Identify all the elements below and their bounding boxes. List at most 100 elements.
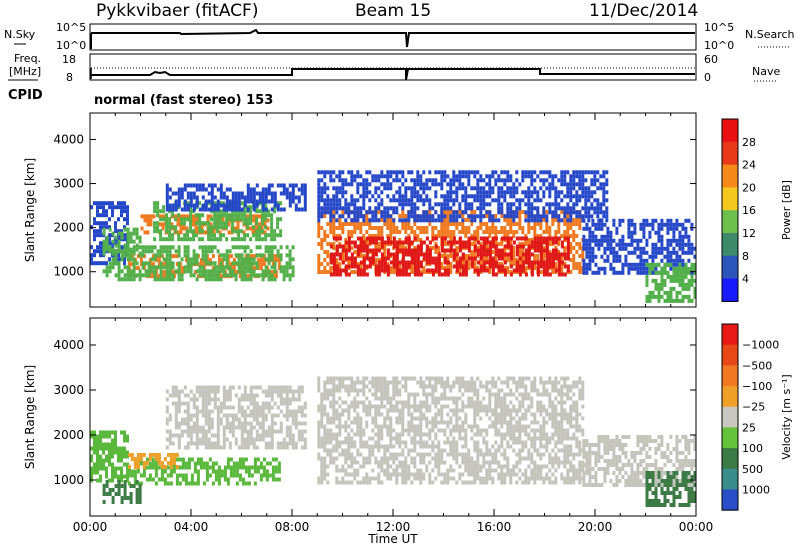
velocity-cell [261, 409, 265, 414]
power-cell [690, 246, 694, 251]
power-cell [105, 239, 109, 244]
power-cell [386, 252, 390, 257]
power-cell [578, 270, 582, 274]
power-cell [207, 261, 211, 266]
power-cell [273, 209, 277, 214]
power-cell [566, 230, 570, 234]
power-cell [105, 247, 109, 252]
power-cell [374, 264, 378, 269]
velocity-cell [165, 429, 169, 434]
velocity-cell [291, 433, 295, 438]
power-cell [533, 190, 537, 195]
power-cell [575, 170, 579, 175]
power-cell [509, 230, 513, 234]
power-cell [663, 298, 667, 303]
velocity-cell [102, 442, 105, 447]
power-cell [548, 170, 552, 175]
power-cell [264, 205, 268, 210]
power-cell [660, 274, 664, 279]
power-cell [186, 217, 190, 222]
power-cell [374, 236, 378, 241]
power-cell [461, 198, 465, 203]
power-cell [413, 264, 417, 269]
power-cell [675, 274, 679, 279]
power-cell [264, 225, 268, 230]
power-cell [419, 264, 423, 269]
power-cell [584, 202, 588, 207]
power-cell [186, 183, 190, 188]
power-cell [172, 270, 176, 275]
velocity-cell [111, 462, 114, 467]
power-cell [213, 277, 217, 282]
power-cell [210, 245, 214, 250]
velocity-cell [166, 473, 170, 478]
velocity-cell [111, 496, 115, 500]
power-cell [102, 239, 106, 244]
power-cell [156, 277, 160, 282]
power-cell [147, 273, 151, 278]
velocity-cell [234, 425, 238, 430]
power-cell [201, 257, 205, 262]
power-cell [347, 262, 351, 266]
power-cell [443, 218, 447, 222]
power-cell [512, 258, 516, 262]
power-cell [563, 222, 567, 226]
power-ytick-label: 2000 [53, 221, 84, 235]
velocity-cell [320, 456, 324, 461]
velocity-cell [123, 450, 126, 455]
velocity-cell [243, 441, 247, 446]
power-cell [317, 182, 321, 187]
power-cell [326, 210, 330, 215]
power-cell [198, 221, 202, 226]
power-cell [446, 254, 450, 258]
power-cell [320, 194, 324, 199]
power-cell [599, 206, 603, 211]
power-cell [365, 214, 369, 218]
power-cell [377, 194, 381, 199]
power-cell [204, 261, 208, 266]
power-cell [660, 238, 664, 243]
power-cell [428, 178, 432, 183]
velocity-cell [190, 481, 194, 486]
power-cell [651, 218, 655, 223]
power-cell [467, 240, 471, 245]
power-cell [362, 260, 366, 265]
power-cell [168, 203, 172, 208]
power-cell [243, 233, 247, 238]
power-cell [332, 178, 336, 183]
power-cell [267, 253, 271, 258]
velocity-cell [317, 408, 321, 413]
power-cell [612, 254, 616, 259]
power-cell [476, 240, 480, 245]
power-cell [539, 240, 543, 245]
power-cell [338, 178, 342, 183]
power-cell [317, 242, 321, 246]
power-cell [362, 244, 366, 249]
power-cell [506, 234, 510, 238]
power-cell [249, 261, 253, 266]
power-cell [485, 190, 489, 195]
power-cell [497, 268, 501, 273]
power-cell [129, 269, 133, 274]
power-cell [386, 170, 390, 175]
power-cell [645, 262, 649, 267]
velocity-cell [174, 409, 178, 414]
power-cell [482, 198, 486, 203]
power-cell [569, 190, 573, 195]
velocity-cell [201, 441, 205, 446]
power-cell [165, 191, 169, 196]
power-cell [452, 210, 456, 215]
power-cell [404, 186, 408, 191]
velocity-cell [151, 477, 155, 482]
power-cell [669, 250, 673, 255]
velocity-cell [317, 404, 321, 409]
power-cell [663, 282, 667, 287]
velocity-cell [329, 416, 333, 421]
power-cell [264, 257, 268, 262]
power-cell [244, 254, 248, 259]
power-cell [572, 210, 576, 215]
power-cell [259, 258, 263, 263]
power-cell [261, 221, 265, 226]
power-cell [657, 222, 661, 227]
power-cell [479, 206, 483, 211]
